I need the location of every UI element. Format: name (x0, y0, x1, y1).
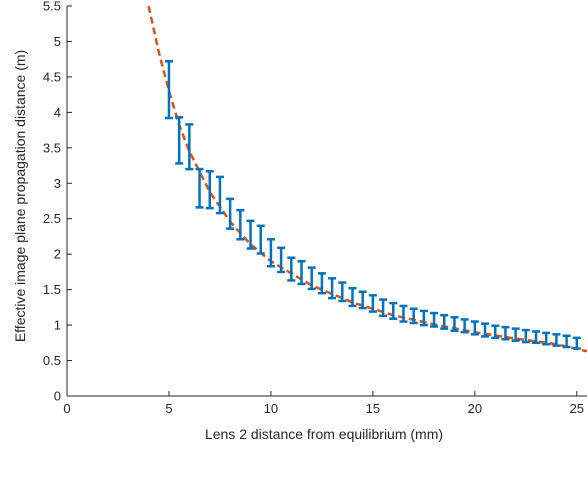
y-tick-label: 1.5 (43, 282, 61, 297)
errorbar (358, 290, 367, 310)
y-tick-label: 3.5 (43, 140, 61, 155)
fit-curve (147, 5, 587, 353)
errorbar (328, 277, 337, 300)
errorbar (521, 328, 530, 344)
y-tick-label: 3 (54, 176, 61, 191)
errorbar (307, 266, 316, 291)
errorbar (164, 60, 173, 120)
errorbar (246, 219, 255, 250)
errorbar-layer (164, 60, 581, 350)
errorbar (215, 175, 224, 215)
errorbar (348, 286, 357, 308)
x-tick-label: 15 (366, 401, 380, 416)
errorbar (317, 272, 326, 295)
tick-layer: 0 5 10 15 20 25 0 0.5 1 1.5 2 2.5 3 3.5 4 4.5 5 5.5 (43, 0, 584, 416)
errorbar (368, 294, 377, 313)
axes (66, 6, 587, 397)
y-tick-label: 5.5 (43, 0, 61, 14)
errorbar (419, 309, 428, 327)
errorbar (175, 116, 184, 165)
x-tick-label: 5 (165, 401, 172, 416)
errorbar (338, 281, 347, 303)
errorbar (185, 123, 194, 171)
y-tick-label: 1 (54, 318, 61, 333)
errorbar (256, 224, 265, 255)
y-tick-label: 0.5 (43, 353, 61, 368)
x-tick-label: 20 (468, 401, 482, 416)
y-axis-label: Effective image plane propagation distan… (12, 50, 28, 342)
y-tick-label: 5 (54, 34, 61, 49)
errorbar (277, 246, 286, 274)
errorbar (481, 322, 490, 338)
errorbar (532, 330, 541, 345)
errorbar (297, 260, 306, 286)
errorbar (409, 307, 418, 325)
errorbar (287, 256, 296, 282)
y-tick-label: 4.5 (43, 69, 61, 84)
errorbar (552, 333, 561, 347)
errorbar (572, 336, 581, 350)
x-tick-label: 0 (63, 401, 70, 416)
errorbar (236, 208, 245, 241)
errorbar (205, 169, 214, 210)
x-tick-label: 25 (570, 401, 584, 416)
errorbar (379, 298, 388, 318)
y-tick-label: 2 (54, 247, 61, 262)
errorbar (399, 304, 408, 323)
y-tick-label: 4 (54, 105, 61, 120)
x-axis-label: Lens 2 distance from equilibrium (mm) (205, 426, 443, 442)
errorbar (542, 331, 551, 346)
errorbar (195, 167, 204, 209)
errorbar (450, 316, 459, 333)
fit-curve-layer (147, 5, 587, 353)
errorbar (491, 324, 500, 340)
errorbar (470, 320, 479, 336)
errorbar (511, 327, 520, 342)
x-tick-label: 10 (264, 401, 278, 416)
errorbar (501, 325, 510, 341)
errorbar (562, 334, 571, 349)
errorbar (266, 238, 275, 268)
errorbar (460, 318, 469, 334)
errorbar (389, 301, 398, 320)
y-tick-label: 0 (54, 389, 61, 404)
errorbar (226, 197, 235, 230)
y-tick-label: 2.5 (43, 211, 61, 226)
errorbar (430, 311, 439, 328)
errorbar (440, 313, 449, 330)
